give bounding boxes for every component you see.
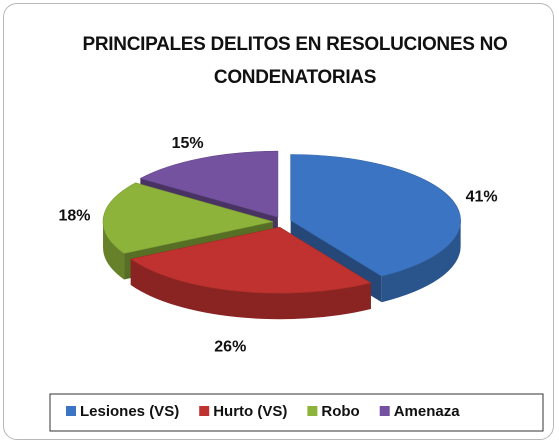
slice <box>130 226 372 294</box>
slice-wall <box>103 221 125 280</box>
legend-label: Robo <box>321 403 359 420</box>
legend-swatch <box>199 406 210 416</box>
data-label: 18% <box>58 208 90 225</box>
slice-wall <box>381 220 461 303</box>
slice <box>139 150 279 218</box>
legend-label: Lesiones (VS) <box>80 403 179 420</box>
chart-frame <box>3 3 554 440</box>
slice <box>290 154 461 277</box>
data-label: 15% <box>172 135 204 152</box>
legend-swatch <box>379 406 390 416</box>
slice-wall <box>130 259 371 320</box>
data-label: 26% <box>214 338 246 355</box>
chart-title: PRINCIPALES DELITOS EN RESOLUCIONES NO C… <box>82 34 508 88</box>
legend-swatch <box>66 406 76 416</box>
legend-label: Hurto (VS) <box>213 403 287 420</box>
slice <box>102 182 274 254</box>
legend-box <box>49 393 544 432</box>
data-label: 41% <box>466 189 498 206</box>
legend-label: Amenaza <box>394 403 461 420</box>
legend-swatch <box>307 406 318 416</box>
